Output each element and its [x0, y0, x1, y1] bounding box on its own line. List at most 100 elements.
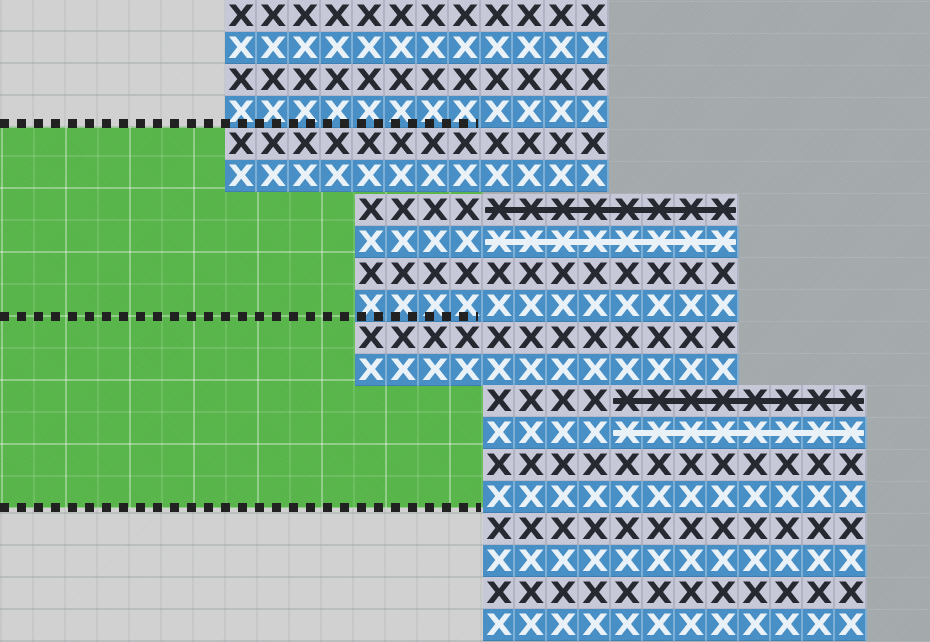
x-cell: X: [483, 449, 515, 481]
x-cell: X: [289, 128, 321, 160]
x-cell: X: [387, 194, 419, 226]
x-cell: X: [515, 322, 547, 354]
x-cell: X: [321, 64, 353, 96]
x-cell: X: [451, 258, 483, 290]
x-cell: X: [515, 481, 547, 513]
x-cell: X: [547, 354, 579, 386]
viewport-boundary-dotted-line-2: [0, 312, 478, 321]
x-cell: X: [289, 64, 321, 96]
x-cell: X: [707, 322, 739, 354]
x-cell: X: [611, 290, 643, 322]
x-cell: X: [355, 194, 387, 226]
x-cell: X: [513, 160, 545, 192]
x-cell: X: [835, 545, 867, 577]
x-cell: X: [419, 322, 451, 354]
x-cell: X: [803, 513, 835, 545]
x-cell: X: [643, 449, 675, 481]
x-cell: X: [547, 322, 579, 354]
x-cell: X: [451, 194, 483, 226]
x-cell: X: [643, 513, 675, 545]
strikethrough-line: [485, 207, 736, 213]
x-cell: X: [225, 128, 257, 160]
x-cell: X: [353, 128, 385, 160]
x-cell: X: [675, 609, 707, 641]
x-cell: X: [577, 64, 609, 96]
x-cell: X: [321, 128, 353, 160]
x-cell: X: [417, 160, 449, 192]
x-cell: X: [289, 32, 321, 64]
x-cell: X: [675, 577, 707, 609]
x-cell: X: [577, 160, 609, 192]
x-cell: X: [353, 64, 385, 96]
x-cell: X: [675, 513, 707, 545]
x-cell: X: [643, 322, 675, 354]
x-cell: X: [547, 290, 579, 322]
x-cell: X: [707, 354, 739, 386]
x-cell: X: [803, 449, 835, 481]
x-cell: X: [707, 481, 739, 513]
x-cell: X: [515, 609, 547, 641]
x-cell: X: [387, 354, 419, 386]
x-cell: X: [515, 258, 547, 290]
x-cell: X: [611, 354, 643, 386]
x-cell: X: [515, 513, 547, 545]
x-cell: X: [577, 32, 609, 64]
x-cell: X: [385, 32, 417, 64]
x-cell: X: [225, 160, 257, 192]
x-cell: X: [289, 160, 321, 192]
x-cell: X: [355, 322, 387, 354]
x-cell: X: [545, 160, 577, 192]
x-cell: X: [579, 481, 611, 513]
x-cell: X: [387, 258, 419, 290]
x-cell: X: [419, 226, 451, 258]
x-cell: X: [771, 609, 803, 641]
x-cell: X: [739, 481, 771, 513]
x-cell: X: [707, 577, 739, 609]
x-cell: X: [513, 32, 545, 64]
viewport-boundary-dotted-line-1: [0, 119, 478, 128]
x-cell: X: [419, 194, 451, 226]
x-cell: X: [385, 0, 417, 32]
x-cell: X: [611, 258, 643, 290]
x-cell: X: [225, 0, 257, 32]
bottom-viewport-background: [0, 503, 483, 642]
x-cell: X: [545, 0, 577, 32]
x-cell: X: [771, 481, 803, 513]
x-cell: X: [355, 354, 387, 386]
x-cell: X: [611, 449, 643, 481]
x-cell: X: [771, 449, 803, 481]
x-cell: X: [353, 0, 385, 32]
x-cell: X: [771, 513, 803, 545]
x-cell: X: [547, 577, 579, 609]
x-cell: X: [675, 354, 707, 386]
x-cell: X: [417, 128, 449, 160]
x-cell: X: [355, 226, 387, 258]
x-cell: X: [771, 545, 803, 577]
x-cell: X: [675, 290, 707, 322]
x-cell: X: [483, 354, 515, 386]
x-cell: X: [257, 64, 289, 96]
x-cell: X: [547, 449, 579, 481]
x-cell: X: [481, 128, 513, 160]
x-cell: X: [483, 290, 515, 322]
x-cell: X: [577, 0, 609, 32]
x-cell: X: [739, 513, 771, 545]
x-cell: X: [579, 577, 611, 609]
x-cell: X: [387, 322, 419, 354]
x-cell: X: [257, 160, 289, 192]
x-cell: X: [513, 96, 545, 128]
x-cell: X: [675, 322, 707, 354]
x-cell: X: [643, 545, 675, 577]
x-cell: X: [449, 0, 481, 32]
x-cell: X: [579, 545, 611, 577]
x-cell: X: [385, 64, 417, 96]
x-cell: X: [483, 545, 515, 577]
